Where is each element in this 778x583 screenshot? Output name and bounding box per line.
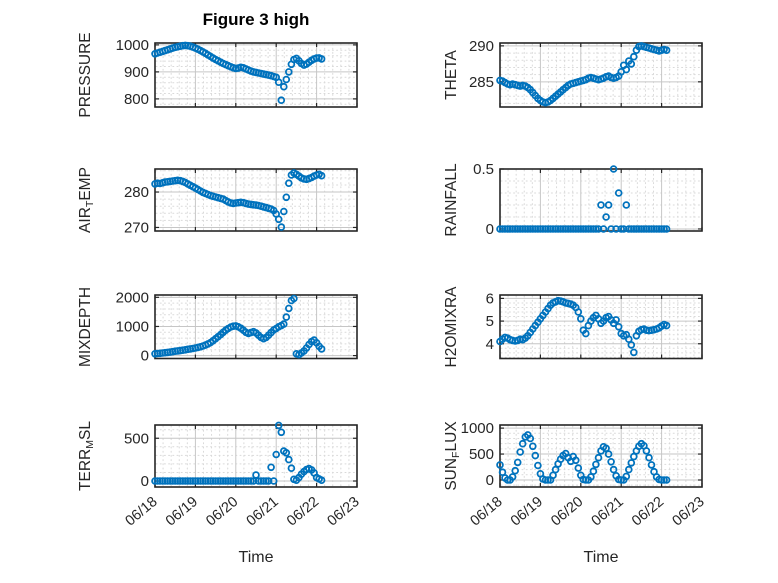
y-tick-label: 2000 bbox=[116, 289, 149, 306]
subplot-air-temp: 270 280 bbox=[100, 159, 369, 241]
y-tick-label: 1000 bbox=[116, 37, 149, 54]
y-tick-label: 500 bbox=[124, 430, 149, 447]
ylabel-text: PRESSURE bbox=[77, 32, 94, 118]
plot-terr-msl: 0 500 06/18 06/19 06/20 06/21 06/22 06/23 bbox=[122, 421, 363, 530]
y-tick-label: 270 bbox=[124, 219, 149, 236]
series-theta-markers bbox=[496, 42, 671, 107]
y-tick-label: 0 bbox=[141, 348, 149, 365]
ylabel-text: SUN bbox=[443, 457, 460, 491]
series-h2omixra-markers bbox=[496, 296, 671, 357]
x-tick-label: 06/23 bbox=[324, 494, 362, 530]
ylabel-text: EMP bbox=[77, 167, 94, 201]
plot-pressure: 800 900 1000 bbox=[116, 37, 358, 108]
y-tick-label: 0 bbox=[486, 221, 494, 238]
plot-h2omixra: 4 5 6 bbox=[486, 290, 703, 360]
x-tick-label: 06/23 bbox=[669, 494, 707, 530]
subplot-rainfall: 0 0.5 bbox=[445, 159, 714, 241]
y-tick-label: 0.5 bbox=[473, 161, 494, 178]
y-tick-label: 1000 bbox=[116, 318, 149, 335]
ylabel-subscript: F bbox=[449, 451, 462, 458]
y-tick-label: 500 bbox=[469, 446, 494, 463]
ylabel-text: THETA bbox=[443, 50, 460, 100]
ylabel-text: SL bbox=[77, 421, 94, 440]
ylabel-subscript: M bbox=[83, 440, 96, 449]
ylabel-sun-flux: SUNFLUX bbox=[442, 376, 462, 536]
plot-sun-flux: 0 500 1000 06/18 06/19 06/20 06/21 06/22 06/23 bbox=[461, 420, 708, 530]
ylabel-subscript: T bbox=[83, 200, 96, 208]
y-tick-label: 800 bbox=[124, 91, 149, 108]
ylabel-text: TERR bbox=[77, 448, 94, 491]
series-air-temp-markers bbox=[151, 169, 326, 231]
y-tick-label: 6 bbox=[486, 290, 494, 307]
plot-rainfall: 00.5 bbox=[473, 161, 703, 238]
ylabel-text: H2OMIXRA bbox=[443, 286, 460, 368]
x-tick-label: 06/22 bbox=[284, 494, 322, 530]
y-tick-label: 285 bbox=[469, 74, 494, 91]
x-axis-label-right: Time bbox=[583, 549, 619, 566]
x-axis-label-left: Time bbox=[238, 549, 274, 566]
subplot-mixdepth: 0 1000 2000 bbox=[100, 285, 369, 369]
x-tick-label: 06/22 bbox=[629, 494, 667, 530]
x-tick-label: 06/20 bbox=[203, 494, 241, 530]
y-tick-label: 290 bbox=[469, 38, 494, 55]
series-pressure-markers bbox=[151, 41, 326, 104]
subplot-pressure: 800 900 1000 bbox=[100, 33, 369, 117]
x-tick-label: 06/19 bbox=[163, 494, 201, 530]
figure-title: Figure 3 high bbox=[202, 10, 310, 29]
x-tick-label: 06/21 bbox=[244, 494, 282, 530]
series-sun-flux-markers bbox=[496, 431, 671, 484]
ylabel-text: LUX bbox=[443, 421, 460, 452]
series-mixdepth-markers bbox=[151, 294, 326, 359]
y-tick-label: 280 bbox=[124, 184, 149, 201]
y-tick-label: 1000 bbox=[461, 420, 494, 437]
plot-mixdepth: 0 1000 2000 bbox=[116, 289, 358, 365]
y-tick-label: 0 bbox=[486, 472, 494, 489]
y-tick-label: 0 bbox=[141, 473, 149, 490]
plot-air-temp: 270 280 bbox=[124, 168, 358, 236]
subplot-theta: 285 290 bbox=[445, 33, 714, 117]
x-tick-label: 06/20 bbox=[548, 494, 586, 530]
subplot-terr-msl: 0 500 06/18 06/19 06/20 06/21 06/22 06/23 bbox=[100, 415, 369, 567]
ylabel-text: RAINFALL bbox=[443, 163, 460, 237]
series-rainfall-markers bbox=[496, 165, 671, 233]
ylabel-terr-msl: TERRMSL bbox=[76, 376, 96, 536]
x-tick-label: 06/21 bbox=[589, 494, 627, 530]
ylabel-text: MIXDEPTH bbox=[77, 286, 94, 367]
series-terr-msl-markers bbox=[151, 421, 326, 485]
y-tick-label: 4 bbox=[486, 336, 494, 353]
y-tick-label: 5 bbox=[486, 313, 494, 330]
ylabel-text: AIR bbox=[77, 207, 94, 233]
subplot-h2omixra: 4 5 6 bbox=[445, 285, 714, 369]
x-tick-label: 06/18 bbox=[122, 494, 160, 530]
y-tick-label: 900 bbox=[124, 64, 149, 81]
plot-theta: 285 290 bbox=[469, 38, 703, 108]
subplot-sun-flux: 0 500 1000 06/18 06/19 06/20 06/21 06/22 06/23 bbox=[445, 415, 714, 567]
x-tick-label: 06/19 bbox=[508, 494, 546, 530]
x-tick-label: 06/18 bbox=[467, 494, 505, 530]
